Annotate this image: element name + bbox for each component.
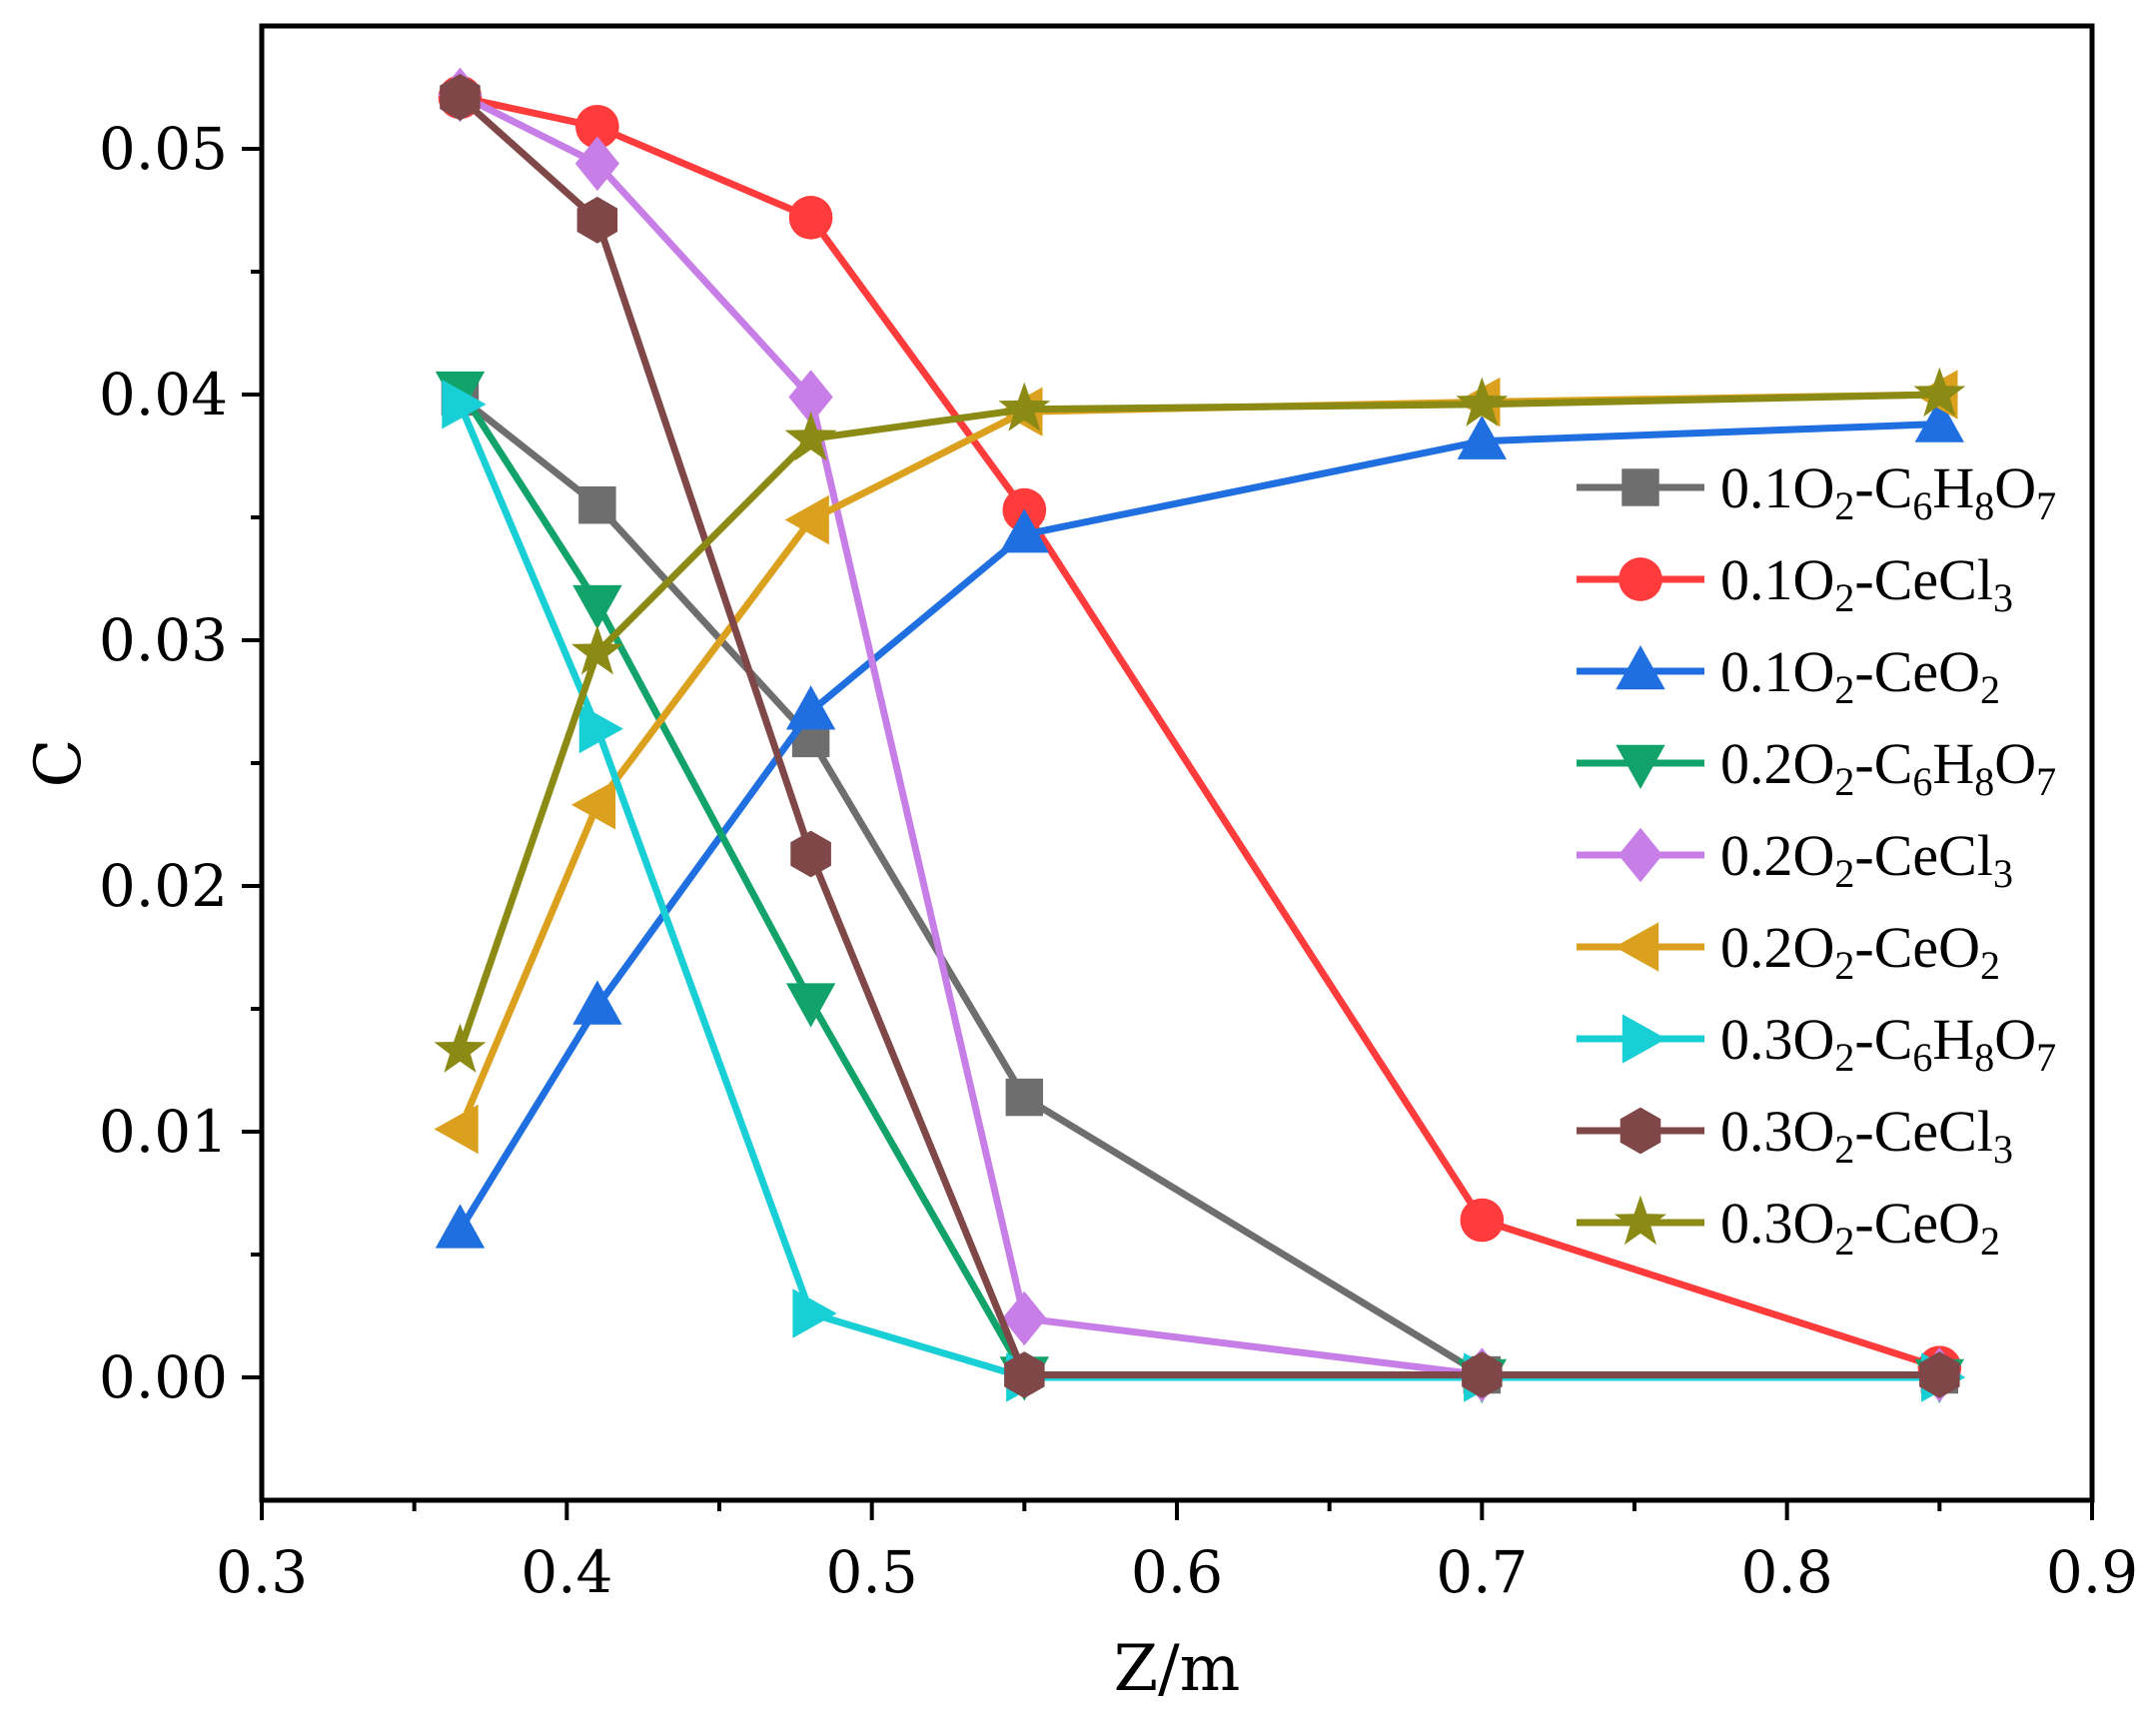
data-point <box>576 196 618 244</box>
x-tick-label: 0.9 <box>2046 1538 2138 1606</box>
legend-label: 0.3O2-CeCl3 <box>1720 1099 2013 1172</box>
data-point <box>1004 1351 1045 1398</box>
x-tick-label: 0.7 <box>1436 1538 1528 1606</box>
y-axis: 0.00 0.01 0.02 0.03 0.04 0.05 <box>99 115 262 1411</box>
legend-item: 0.3O2-CeO2 <box>1577 1191 2000 1264</box>
data-point <box>434 1023 487 1073</box>
legend-item: 0.1O2-CeO2 <box>1577 639 2000 712</box>
legend-label: 0.2O2-CeCl3 <box>1720 823 2013 896</box>
series-7 <box>440 73 1960 1398</box>
x-tick-label: 0.5 <box>826 1538 918 1606</box>
legend-item: 0.3O2-C6H8O7 <box>1577 1007 2056 1080</box>
x-axis: 0.3 0.4 0.5 0.6 0.7 0.8 0.9 <box>216 1500 2138 1606</box>
data-point <box>442 380 487 429</box>
legend-marker <box>1619 1107 1661 1155</box>
data-point <box>999 508 1049 553</box>
data-point <box>784 494 829 545</box>
data-point <box>578 485 616 524</box>
data-point <box>572 980 622 1025</box>
legend-item: 0.1O2-CeCl3 <box>1577 547 2013 620</box>
series-2 <box>435 398 1964 1249</box>
data-point <box>1462 1351 1503 1398</box>
series-line <box>457 391 1940 1052</box>
legend-item: 0.2O2-C6H8O7 <box>1577 731 2056 804</box>
legend-marker <box>1615 922 1659 972</box>
data-point <box>1002 1290 1047 1346</box>
data-point <box>1005 1078 1044 1117</box>
series-8 <box>434 367 1966 1073</box>
legend-marker <box>1618 557 1662 601</box>
x-tick-label: 0.6 <box>1131 1538 1223 1606</box>
legend-label: 0.3O2-C6H8O7 <box>1720 1007 2056 1080</box>
legend: 0.1O2-C6H8O7 0.1O2-CeCl3 0.1O2-CeO2 0.2O2-C… <box>1577 455 2056 1264</box>
data-point <box>440 73 481 121</box>
legend-label: 0.2O2-CeO2 <box>1720 915 2000 988</box>
legend-item: 0.3O2-CeCl3 <box>1577 1099 2013 1172</box>
x-tick-label: 0.8 <box>1741 1538 1833 1606</box>
legend-label: 0.3O2-CeO2 <box>1720 1191 2000 1264</box>
legend-marker <box>1615 1195 1666 1246</box>
data-point <box>1913 367 1966 418</box>
y-tick-label: 0.04 <box>99 361 228 428</box>
data-point <box>998 382 1051 431</box>
data-point <box>570 780 616 830</box>
x-tick-label: 0.4 <box>521 1538 612 1606</box>
data-point <box>435 1204 486 1249</box>
data-point <box>572 584 622 630</box>
series-line <box>458 94 1940 1378</box>
y-tick-label: 0.00 <box>99 1343 228 1411</box>
legend-label: 0.2O2-C6H8O7 <box>1720 731 2056 804</box>
legend-marker <box>1621 1014 1666 1064</box>
data-point <box>785 685 836 730</box>
data-point <box>1914 398 1964 442</box>
data-point <box>1456 377 1509 427</box>
legend-label: 0.1O2-CeO2 <box>1720 639 2000 712</box>
legend-item: 0.2O2-CeCl3 <box>1577 823 2013 896</box>
data-point <box>575 105 619 149</box>
data-point <box>1460 1198 1505 1243</box>
data-point <box>578 703 623 754</box>
y-tick-label: 0.05 <box>99 115 228 183</box>
data-point <box>570 625 623 675</box>
series-line <box>458 91 1940 1378</box>
legend-marker <box>1616 744 1665 789</box>
data-point <box>1457 415 1507 459</box>
data-point <box>574 136 619 192</box>
legend-item: 0.1O2-C6H8O7 <box>1577 455 2056 528</box>
data-point <box>434 1104 479 1155</box>
series-line <box>457 421 1940 1233</box>
legend-marker <box>1616 645 1665 690</box>
data-point <box>1919 1351 1960 1398</box>
legend-label: 0.1O2-C6H8O7 <box>1720 455 2056 528</box>
y-tick-label: 0.03 <box>99 606 228 674</box>
legend-item: 0.2O2-CeO2 <box>1577 915 2000 988</box>
data-point <box>784 412 837 461</box>
y-tick-label: 0.02 <box>99 852 228 920</box>
x-tick-label: 0.3 <box>216 1538 308 1606</box>
data-point <box>785 983 836 1028</box>
data-point <box>788 370 833 425</box>
series-line <box>459 93 1941 1371</box>
data-point <box>788 196 833 240</box>
x-axis-title: Z/m <box>1114 1632 1241 1706</box>
legend-marker <box>1621 468 1659 506</box>
legend-label: 0.1O2-CeCl3 <box>1720 547 2013 620</box>
y-tick-label: 0.01 <box>99 1098 228 1166</box>
legend-marker <box>1617 827 1663 883</box>
series-layer <box>434 67 1966 1403</box>
y-axis-title: C <box>22 739 96 788</box>
data-point <box>792 1288 837 1338</box>
data-point <box>790 830 831 878</box>
